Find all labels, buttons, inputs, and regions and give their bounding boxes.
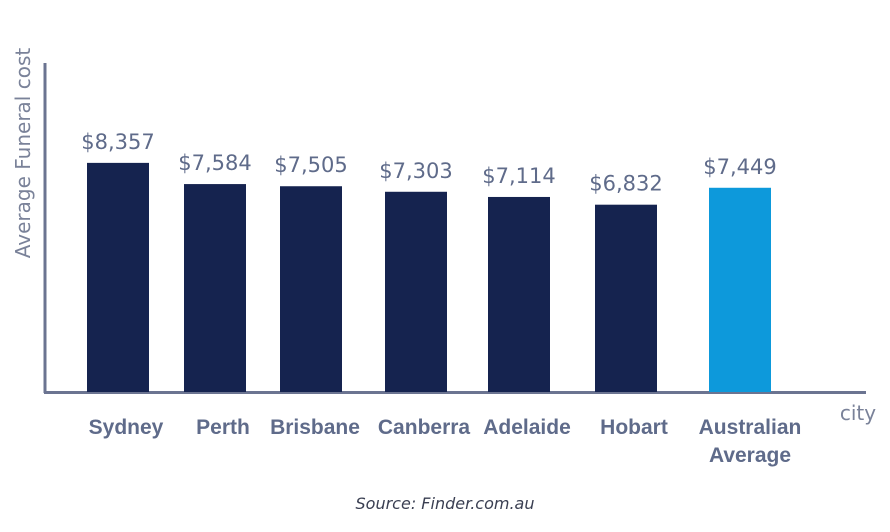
value-label-perth: $7,584 <box>178 151 251 175</box>
source-note: Source: Finder.com.au <box>355 494 535 513</box>
category-label-perth: Perth <box>196 416 250 439</box>
category-label-australian-average-line-2: Average <box>709 444 791 467</box>
value-label-australian-average: $7,449 <box>703 155 776 179</box>
value-label-adelaide: $7,114 <box>482 164 555 188</box>
category-label-canberra: Canberra <box>378 416 471 439</box>
value-label-hobart: $6,832 <box>589 172 662 196</box>
value-label-brisbane: $7,505 <box>274 153 347 177</box>
bar-perth <box>184 184 246 392</box>
category-label-sydney: Sydney <box>89 416 164 439</box>
category-label-australian-average-line-1: Australian <box>699 416 802 439</box>
bar-chart: Average Funeral cost city $8,357 Sydney $7… <box>11 48 876 467</box>
bar-sydney <box>87 162 149 392</box>
category-label-hobart: Hobart <box>600 416 668 439</box>
value-label-canberra: $7,303 <box>379 159 452 183</box>
bar-hobart <box>595 204 657 392</box>
bar-adelaide <box>488 196 550 392</box>
bars-group: $8,357 Sydney $7,584 Perth $7,505 Brisbane $7,… <box>81 130 801 467</box>
bar-brisbane <box>280 186 342 392</box>
x-axis-title: city <box>840 401 876 425</box>
value-label-sydney: $8,357 <box>81 130 154 154</box>
bar-australian-average <box>709 187 771 392</box>
bar-canberra <box>385 191 447 392</box>
category-label-brisbane: Brisbane <box>270 416 360 439</box>
category-label-adelaide: Adelaide <box>483 416 571 439</box>
y-axis-title: Average Funeral cost <box>11 48 35 259</box>
